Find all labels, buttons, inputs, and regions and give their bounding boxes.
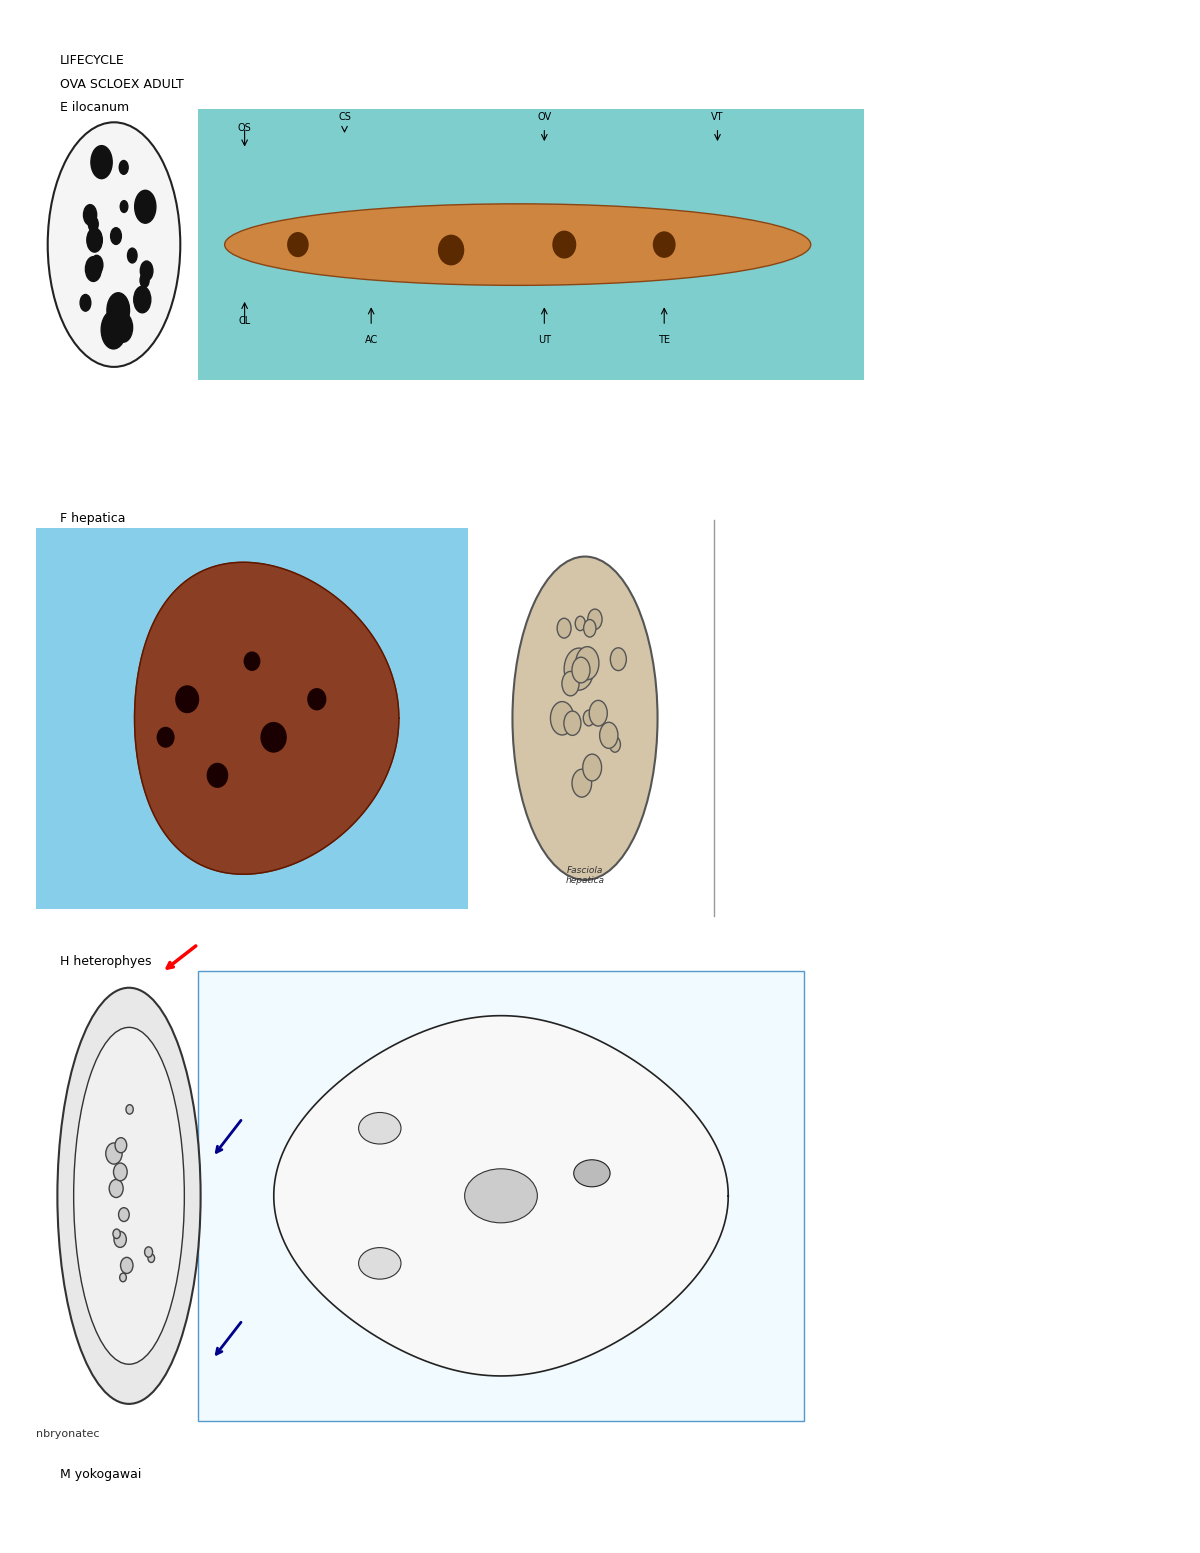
Ellipse shape — [576, 646, 599, 680]
Polygon shape — [134, 562, 398, 874]
Ellipse shape — [583, 755, 601, 781]
Ellipse shape — [127, 248, 137, 262]
Ellipse shape — [574, 1160, 610, 1186]
Ellipse shape — [589, 700, 607, 727]
Text: OV: OV — [538, 112, 551, 121]
Ellipse shape — [552, 230, 576, 258]
Ellipse shape — [260, 722, 287, 753]
Ellipse shape — [583, 620, 596, 637]
Ellipse shape — [572, 657, 590, 683]
Ellipse shape — [89, 216, 98, 231]
Text: M yokogawai: M yokogawai — [60, 1468, 142, 1480]
Ellipse shape — [140, 261, 152, 281]
Ellipse shape — [120, 1258, 133, 1273]
Ellipse shape — [244, 651, 260, 671]
Ellipse shape — [107, 294, 130, 328]
Ellipse shape — [572, 769, 592, 797]
Ellipse shape — [140, 273, 149, 287]
Text: H heterophyes: H heterophyes — [60, 955, 151, 968]
Ellipse shape — [134, 191, 156, 224]
Ellipse shape — [86, 228, 102, 252]
Text: AC: AC — [365, 335, 378, 345]
Text: UT: UT — [538, 335, 551, 345]
Ellipse shape — [110, 228, 121, 244]
Ellipse shape — [575, 617, 586, 631]
Ellipse shape — [438, 235, 464, 266]
Ellipse shape — [120, 200, 128, 213]
Text: OVA SCLOEX ADULT: OVA SCLOEX ADULT — [60, 78, 184, 90]
Ellipse shape — [91, 146, 112, 179]
Text: F hepatica: F hepatica — [60, 512, 126, 525]
Text: LIFECYCLE: LIFECYCLE — [60, 54, 125, 67]
Ellipse shape — [206, 763, 228, 787]
Polygon shape — [274, 1016, 728, 1376]
Ellipse shape — [133, 286, 151, 312]
Text: CS: CS — [338, 112, 350, 121]
Ellipse shape — [109, 1179, 124, 1197]
Ellipse shape — [106, 1143, 122, 1165]
FancyBboxPatch shape — [198, 109, 864, 380]
Ellipse shape — [120, 1273, 126, 1281]
FancyBboxPatch shape — [198, 971, 804, 1421]
Ellipse shape — [113, 1228, 120, 1239]
Ellipse shape — [610, 736, 620, 752]
Text: CL: CL — [239, 315, 251, 326]
Ellipse shape — [119, 160, 128, 174]
Ellipse shape — [157, 727, 175, 749]
Ellipse shape — [85, 256, 101, 281]
Ellipse shape — [119, 1208, 130, 1222]
Text: Fasciola
hepatica: Fasciola hepatica — [565, 867, 605, 885]
Ellipse shape — [557, 618, 571, 638]
Ellipse shape — [148, 1253, 155, 1263]
Text: VT: VT — [712, 112, 724, 121]
Ellipse shape — [562, 671, 580, 696]
Ellipse shape — [611, 648, 626, 671]
Ellipse shape — [464, 1169, 538, 1222]
Ellipse shape — [126, 1104, 133, 1114]
Text: nbryonatec: nbryonatec — [36, 1429, 100, 1438]
Ellipse shape — [307, 688, 326, 710]
Ellipse shape — [90, 255, 103, 275]
Ellipse shape — [359, 1112, 401, 1145]
Ellipse shape — [58, 988, 200, 1404]
Ellipse shape — [119, 300, 128, 315]
Text: E ilocanum: E ilocanum — [60, 101, 130, 113]
Ellipse shape — [114, 1163, 127, 1180]
Ellipse shape — [588, 609, 602, 629]
Ellipse shape — [80, 295, 91, 311]
Ellipse shape — [73, 1028, 185, 1364]
Ellipse shape — [564, 648, 594, 690]
Ellipse shape — [137, 294, 145, 306]
Ellipse shape — [287, 231, 308, 258]
Ellipse shape — [114, 1232, 126, 1247]
Ellipse shape — [175, 685, 199, 713]
Ellipse shape — [101, 311, 126, 349]
Ellipse shape — [114, 314, 132, 342]
Text: TE: TE — [659, 335, 671, 345]
Ellipse shape — [144, 1247, 152, 1258]
Ellipse shape — [115, 1138, 127, 1152]
Ellipse shape — [48, 123, 180, 367]
FancyBboxPatch shape — [36, 528, 468, 909]
Ellipse shape — [653, 231, 676, 258]
Ellipse shape — [512, 556, 658, 881]
Ellipse shape — [224, 203, 811, 286]
Ellipse shape — [359, 1247, 401, 1280]
Text: OS: OS — [238, 123, 252, 132]
Ellipse shape — [551, 702, 574, 735]
Ellipse shape — [564, 711, 581, 736]
Ellipse shape — [600, 722, 618, 749]
Ellipse shape — [583, 710, 594, 725]
Ellipse shape — [84, 205, 97, 225]
